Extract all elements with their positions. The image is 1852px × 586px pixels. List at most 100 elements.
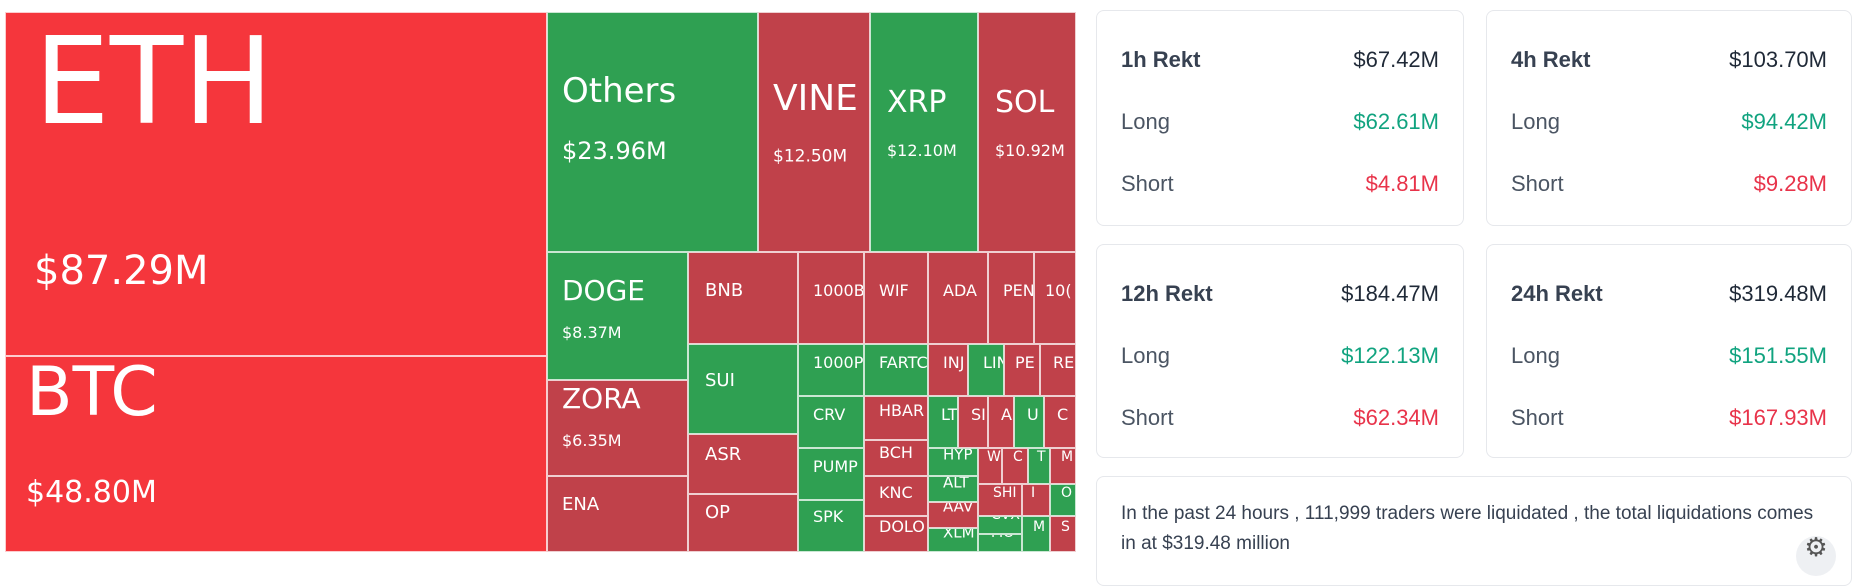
treemap-tile[interactable]: BNB xyxy=(688,252,798,344)
treemap-tile[interactable]: OP xyxy=(688,494,798,552)
treemap-tile[interactable]: S xyxy=(1050,516,1076,552)
treemap-tile[interactable]: M xyxy=(1022,516,1050,552)
tile-value: $12.50M xyxy=(773,146,848,167)
rekt-card-12h: 12h Rekt $184.47M Long $122.13M Short $62.34M xyxy=(1096,244,1464,458)
rekt-row-short: Short $167.93M xyxy=(1511,405,1827,435)
tile-value: $12.10M xyxy=(887,141,957,160)
treemap-tile[interactable]: SUI xyxy=(688,344,798,434)
treemap-tile[interactable]: ETH $87.29M xyxy=(5,12,547,356)
treemap-tile[interactable]: 1000B xyxy=(798,252,864,344)
short-label: Short xyxy=(1121,405,1174,430)
rekt-row-head: 24h Rekt $319.48M xyxy=(1511,281,1827,311)
treemap-tile[interactable]: 10( xyxy=(1034,252,1076,344)
tile-symbol: PUMP xyxy=(813,457,858,476)
tile-symbol: 10( xyxy=(1045,281,1072,300)
treemap-tile[interactable]: XRP $12.10M xyxy=(870,12,978,252)
tile-symbol: 1000P xyxy=(813,353,864,372)
rekt-row-head: 1h Rekt $67.42M xyxy=(1121,47,1439,77)
short-label: Short xyxy=(1511,171,1564,196)
treemap-tile[interactable]: C xyxy=(1002,448,1028,484)
settings-button[interactable]: ⚙ xyxy=(1796,532,1836,576)
tile-symbol: M xyxy=(1033,519,1046,535)
rekt-row-short: Short $4.81M xyxy=(1121,171,1439,201)
short-value: $167.93M xyxy=(1729,405,1827,430)
short-value: $9.28M xyxy=(1753,171,1827,196)
treemap-tile[interactable]: CVX xyxy=(978,516,1022,534)
treemap-tile[interactable]: BCH xyxy=(864,440,928,476)
tile-symbol: PE xyxy=(1015,353,1035,372)
tile-symbol: VINE xyxy=(773,78,858,119)
short-value: $62.34M xyxy=(1353,405,1439,430)
treemap-tile[interactable]: I xyxy=(1022,484,1050,516)
treemap-tile[interactable]: WIF xyxy=(864,252,928,344)
tile-symbol: U xyxy=(1027,405,1039,424)
long-value: $94.42M xyxy=(1741,109,1827,134)
treemap-tile[interactable]: PE xyxy=(1004,344,1040,396)
tile-symbol: AAV xyxy=(943,502,974,516)
gear-icon: ⚙ xyxy=(1804,532,1828,562)
tile-symbol: W xyxy=(987,449,1001,465)
treemap-tile[interactable]: HBAR xyxy=(864,396,928,440)
treemap-tile[interactable]: T xyxy=(1028,448,1050,484)
treemap-tile[interactable]: SHI xyxy=(978,484,1022,516)
treemap-tile[interactable]: Others $23.96M xyxy=(547,12,758,252)
rekt-title: 24h Rekt xyxy=(1511,281,1603,306)
liquidation-summary-text: In the past 24 hours , 111,999 traders w… xyxy=(1121,503,1814,554)
tile-symbol: FARTC xyxy=(879,353,928,372)
long-value: $151.55M xyxy=(1729,343,1827,368)
treemap-tile[interactable]: ASR xyxy=(688,434,798,494)
treemap-tile[interactable]: CRV xyxy=(798,396,864,448)
treemap-tile[interactable]: XLM xyxy=(928,528,978,552)
treemap-tile[interactable]: LIN xyxy=(968,344,1004,396)
treemap-tile[interactable]: SOL $10.92M xyxy=(978,12,1076,252)
treemap-tile[interactable]: VINE $12.50M xyxy=(758,12,870,252)
tile-symbol: Others xyxy=(562,71,677,111)
tile-symbol: WIF xyxy=(879,281,909,300)
tile-symbol: BCH xyxy=(879,443,913,462)
tile-symbol: SUI xyxy=(705,370,735,391)
treemap-tile[interactable]: HYP xyxy=(928,448,978,476)
tile-symbol: S xyxy=(1061,519,1070,535)
treemap-tile[interactable]: W xyxy=(978,448,1002,484)
long-label: Long xyxy=(1121,109,1170,134)
treemap-tile[interactable]: RE xyxy=(1040,344,1076,396)
treemap-tile[interactable]: DOLO xyxy=(864,516,928,552)
treemap-tile[interactable]: SPK xyxy=(798,500,864,552)
treemap-tile[interactable]: ZORA $6.35M xyxy=(547,380,688,476)
treemap-tile[interactable]: ADA xyxy=(928,252,988,344)
treemap-tile[interactable]: AAV xyxy=(928,502,978,528)
rekt-row-short: Short $62.34M xyxy=(1121,405,1439,435)
tile-symbol: M xyxy=(1061,449,1074,465)
treemap-tile[interactable]: C xyxy=(1044,396,1076,448)
rekt-row-long: Long $122.13M xyxy=(1121,343,1439,373)
treemap-tile[interactable]: O xyxy=(1050,484,1076,516)
treemap-tile[interactable]: MO xyxy=(978,534,1022,552)
treemap-tile[interactable]: M xyxy=(1050,448,1076,484)
treemap-tile[interactable]: ALT xyxy=(928,476,978,502)
treemap-tile[interactable]: SI xyxy=(958,396,988,448)
rekt-total: $319.48M xyxy=(1729,281,1827,306)
rekt-card-1h: 1h Rekt $67.42M Long $62.61M Short $4.81M xyxy=(1096,10,1464,226)
tile-symbol: OP xyxy=(705,502,731,523)
treemap-tile[interactable]: A xyxy=(988,396,1014,448)
summary-card: In the past 24 hours , 111,999 traders w… xyxy=(1096,476,1852,586)
treemap-tile[interactable]: PEN xyxy=(988,252,1034,344)
rekt-title: 4h Rekt xyxy=(1511,47,1591,72)
tile-symbol: LT xyxy=(941,405,958,424)
treemap-tile[interactable]: LT xyxy=(928,396,958,448)
treemap-tile[interactable]: ENA xyxy=(547,476,688,552)
treemap-tile[interactable]: DOGE $8.37M xyxy=(547,252,688,380)
treemap-tile[interactable]: U xyxy=(1014,396,1044,448)
treemap-tile[interactable]: PUMP xyxy=(798,448,864,500)
tile-symbol: SHI xyxy=(993,485,1017,501)
treemap-tile[interactable]: KNC xyxy=(864,476,928,516)
treemap-tile[interactable]: FARTC xyxy=(864,344,928,396)
rekt-total: $103.70M xyxy=(1729,47,1827,72)
treemap-tile[interactable]: 1000P xyxy=(798,344,864,396)
tile-symbol: BNB xyxy=(705,280,744,301)
rekt-card-4h: 4h Rekt $103.70M Long $94.42M Short $9.28M xyxy=(1486,10,1852,226)
tile-symbol: XLM xyxy=(943,528,975,542)
treemap-tile[interactable]: INJ xyxy=(928,344,968,396)
tile-symbol: BTC xyxy=(26,356,158,432)
treemap-tile[interactable]: BTC $48.80M xyxy=(5,356,547,552)
